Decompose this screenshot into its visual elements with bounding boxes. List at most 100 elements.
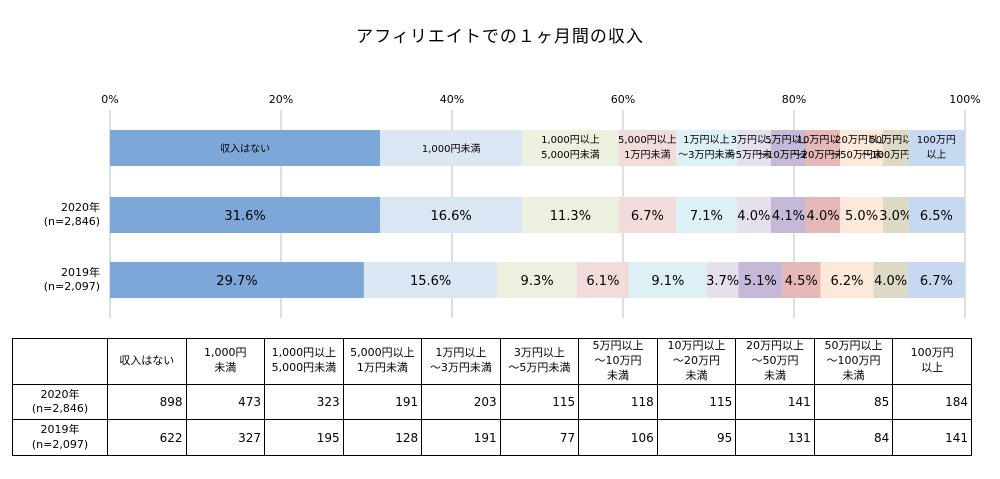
legend-swatch (805, 130, 841, 166)
bar-segment (840, 197, 883, 233)
table-cell: 115 (656, 383, 737, 421)
header-text: 未満 (214, 361, 237, 375)
table-cell: 128 (342, 419, 423, 456)
table-cell: 141 (735, 383, 815, 421)
bar-segment (576, 262, 629, 298)
data-label: 4.0% (737, 209, 770, 224)
data-label: 16.6% (430, 209, 471, 224)
chart-title: アフィリエイトでの１ヶ月間の収入 (356, 27, 644, 47)
table-cell: 898 (107, 383, 187, 421)
bar-segment (497, 262, 577, 298)
x-tick-label: 0% (101, 93, 118, 106)
header-text: 5,000円以上 (350, 346, 415, 360)
data-label: 7.1% (690, 209, 723, 224)
legend-swatch (736, 130, 771, 166)
table-body: 2020年 (n=2,846) 898 473 323 191 203 115 118 115 14… (12, 383, 972, 456)
table-cell: 323 (264, 383, 344, 421)
bar-segment (820, 262, 874, 298)
legend-swatch (908, 130, 965, 166)
table-header-cell: 10万円以上 ～20万円 未満 (656, 338, 737, 385)
header-text: 以上 (921, 361, 944, 375)
header-text: 1万円未満 (356, 361, 408, 375)
table-header-cell: 1,000円 未満 (185, 338, 266, 385)
legend-label: 5万円以上 (765, 134, 811, 146)
data-label: 6.5% (920, 209, 953, 224)
data-label: 5.0% (845, 209, 878, 224)
data-label: 3.7% (706, 274, 739, 289)
table-row-label: 2020年 (n=2,846) (12, 383, 108, 421)
bar-segment (110, 197, 381, 233)
row-label-text: 2019年 (40, 423, 80, 437)
header-text: ～50万円 (751, 353, 799, 367)
legend-label: ～50万円未満 (830, 149, 893, 161)
row-label: 2020年 (61, 200, 100, 214)
data-label: 6.1% (586, 274, 619, 289)
legend-swatch (882, 130, 909, 166)
bar-segment (805, 197, 841, 233)
table-header-cell: 1万円以上 ～3万円未満 (421, 338, 501, 385)
table-cell: 184 (892, 383, 972, 421)
row-label: (n=2,097) (44, 280, 100, 293)
row-label-text: (n=2,097) (31, 437, 89, 451)
legend-label: 1万円未満 (624, 149, 670, 161)
table-row: 2019年 (n=2,097) 622 327 195 128 191 77 106 95 131 8… (12, 419, 972, 456)
header-text: 収入はない (119, 353, 175, 367)
header-text: 10万円以上 (667, 339, 726, 352)
bar-segment (380, 197, 523, 233)
data-label: 5.1% (744, 274, 777, 289)
header-text: ～20万円 (672, 353, 720, 367)
legend-label: 1,000円未満 (422, 143, 481, 155)
table-cell: 77 (499, 419, 580, 456)
table-header-cell: 50万円以上 ～100万円 未満 (813, 338, 894, 385)
table-row: 2020年 (n=2,846) 898 473 323 191 203 115 118 115 14… (12, 383, 972, 421)
table-header-cell: 3万円以上 ～5万円未満 (499, 338, 580, 385)
data-label: 3.0% (879, 209, 912, 224)
table-corner-cell (12, 338, 108, 385)
header-text: 5万円以上 (592, 339, 644, 352)
table-cell: 95 (656, 419, 737, 456)
x-tick-label: 100% (949, 93, 980, 106)
data-label: 6.7% (920, 274, 953, 289)
table-header-cell: 5,000円以上 1万円未満 (342, 338, 423, 385)
table-cell: 84 (813, 419, 894, 456)
table-cell: 473 (185, 383, 266, 421)
header-text: 未満 (764, 368, 787, 382)
legend-label: 20万円以上 (835, 134, 888, 146)
legend-swatch (840, 130, 883, 166)
data-label: 31.6% (224, 209, 265, 224)
table-cell: 115 (499, 383, 580, 421)
row-label: (n=2,846) (44, 215, 100, 228)
row-label-text: (n=2,846) (31, 401, 89, 415)
bar-segment (706, 262, 739, 298)
legend-label: 3万円以上 (731, 134, 777, 146)
header-text: ～3万円未満 (429, 361, 492, 375)
table-cell: 327 (185, 419, 266, 456)
legend-label: 1万円以上 (683, 134, 729, 146)
data-label: 29.7% (216, 274, 257, 289)
header-text: ～10万円 (594, 353, 642, 367)
legend-swatch (522, 130, 619, 166)
header-text: ～100万円 (826, 353, 881, 367)
header-text: 未満 (685, 368, 708, 382)
table-cell: 191 (421, 419, 501, 456)
x-tick-label: 80% (782, 93, 806, 106)
header-text: 50万円以上 (824, 339, 883, 352)
bar-segment (782, 262, 821, 298)
bar-segment (363, 262, 498, 298)
header-text: 1,000円 (204, 346, 247, 360)
bar-segment (907, 262, 965, 298)
header-text: 1,000円以上 (271, 346, 337, 360)
table-cell: 118 (578, 383, 658, 421)
table-header-cell: 100万円 以上 (892, 338, 972, 385)
table-header-cell: 1,000円以上 5,000円未満 (264, 338, 344, 385)
header-text: 3万円以上 (513, 346, 565, 360)
bar-segment (738, 262, 783, 298)
legend-label: 5,000円以上 (618, 134, 677, 146)
legend-label: 収入はない (220, 143, 270, 155)
table-header-cell: 5万円以上 ～10万円 未満 (578, 338, 658, 385)
legend-label: 10万円以上 (797, 134, 850, 146)
table-cell: 85 (813, 383, 894, 421)
header-text: 100万円 (910, 346, 954, 360)
data-label: 15.6% (410, 274, 451, 289)
header-text: 未満 (606, 368, 629, 382)
